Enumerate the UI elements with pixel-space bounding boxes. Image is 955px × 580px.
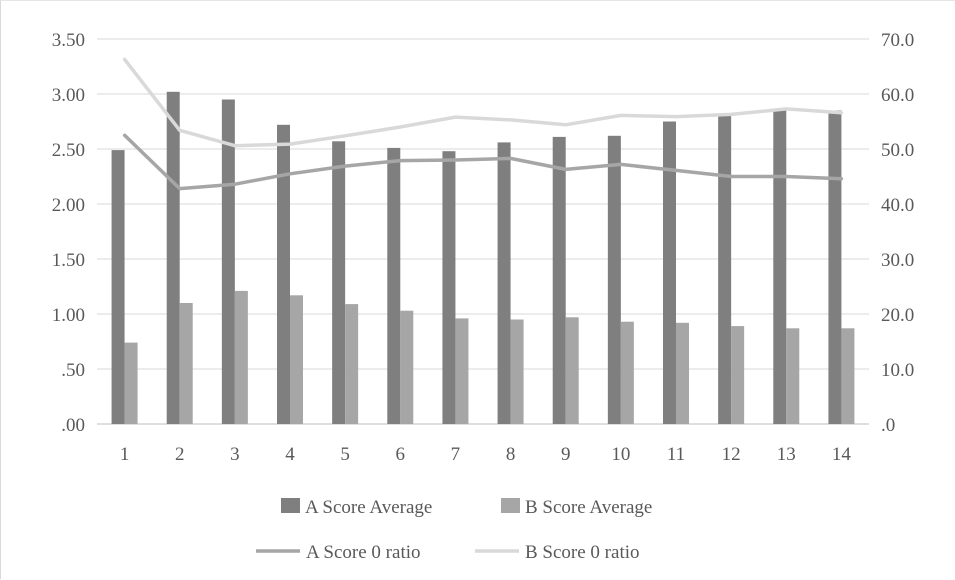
x-tick-label: 11 — [667, 444, 685, 465]
y-tick-label: 3.50 — [52, 30, 85, 51]
bar-a-score-average — [773, 109, 787, 425]
legend-a-score-average-label: A Score Average — [305, 497, 432, 518]
y2-tick-label: 40.0 — [881, 195, 914, 216]
bar-a-score-average — [663, 121, 676, 424]
x-axis-ticks: 1 2 3 4 5 6 7 8 9 10 11 12 13 14 — [120, 444, 852, 465]
bar-a-score-average — [221, 99, 235, 424]
y-tick-label: 1.50 — [52, 250, 85, 271]
bar-a-score-average — [277, 124, 290, 425]
bar-a-score-average — [387, 147, 401, 424]
y-tick-label: 3.00 — [52, 85, 85, 106]
bar-b-score-average — [400, 310, 414, 424]
legend-a-score-average-swatch — [281, 498, 300, 513]
x-tick-label: 12 — [722, 444, 741, 465]
legend-b-score-average-label: B Score Average — [525, 497, 652, 518]
bar-b-score-average — [510, 319, 524, 424]
y-tick-label: .00 — [61, 415, 85, 436]
bar-b-score-average — [731, 326, 745, 424]
bar-b-score-average — [676, 322, 689, 424]
bar-a-score-average — [166, 91, 180, 425]
x-tick-label: 9 — [561, 444, 571, 465]
bar-a-score-average — [332, 141, 346, 425]
x-tick-label: 3 — [230, 444, 240, 465]
x-tick-label: 7 — [451, 444, 461, 465]
bar-b-score-average — [124, 342, 138, 424]
legend: A Score Average B Score Average A Score 0 … — [256, 497, 652, 563]
line-a-score-0-ratio — [122, 133, 844, 191]
bar-a-score-average — [442, 151, 456, 424]
bar-b-score-average — [841, 328, 855, 424]
bar-b-score-average — [290, 295, 303, 424]
y-tick-label: 2.50 — [52, 140, 85, 161]
x-tick-label: 5 — [340, 444, 350, 465]
y2-tick-label: 50.0 — [881, 140, 914, 161]
bar-b-score-average — [234, 290, 248, 424]
legend-b-score-0-ratio-label: B Score 0 ratio — [525, 542, 640, 563]
bar-b-score-average — [565, 317, 579, 424]
bar-a-score-average — [718, 114, 732, 425]
right-axis-ticks: 70.0 60.0 50.0 40.0 30.0 20.0 10.0 .0 — [881, 30, 914, 436]
legend-a-score-0-ratio-label: A Score 0 ratio — [306, 542, 421, 563]
bar-a-score-average — [552, 136, 566, 424]
y-tick-label: 1.00 — [52, 305, 85, 326]
line-series — [122, 57, 844, 191]
bar-b-score-average — [345, 304, 359, 424]
y2-tick-label: 60.0 — [881, 85, 914, 106]
bar-a-score-average — [497, 142, 511, 424]
x-tick-label: 2 — [175, 444, 185, 465]
bar-b-score-average — [620, 321, 634, 424]
line-b-score-0-ratio — [122, 57, 844, 148]
x-tick-label: 10 — [611, 444, 630, 465]
x-tick-label: 6 — [396, 444, 406, 465]
left-axis-ticks: 3.50 3.00 2.50 2.00 1.50 1.00 .50 .00 — [52, 30, 85, 436]
bar-a-score-average — [828, 110, 842, 424]
bar-b-score-average — [786, 328, 800, 424]
bar-a-score-average — [111, 150, 125, 424]
y2-tick-label: 30.0 — [881, 250, 914, 271]
y2-tick-label: .0 — [881, 415, 895, 436]
x-tick-label: 8 — [506, 444, 516, 465]
bar-a-score-average — [607, 135, 621, 425]
bar-b-score-average — [455, 318, 469, 424]
y-tick-label: .50 — [61, 360, 85, 381]
bar-series — [111, 91, 855, 425]
x-tick-label: 13 — [777, 444, 796, 465]
legend-b-score-average-swatch — [501, 498, 520, 513]
y2-tick-label: 20.0 — [881, 305, 914, 326]
x-tick-label: 1 — [120, 444, 130, 465]
x-tick-label: 4 — [285, 444, 295, 465]
gridlines — [97, 38, 869, 425]
y-tick-label: 2.00 — [52, 195, 85, 216]
y2-tick-label: 10.0 — [881, 360, 914, 381]
x-tick-label: 14 — [832, 444, 852, 465]
y2-tick-label: 70.0 — [881, 30, 914, 51]
bar-b-score-average — [179, 303, 193, 424]
